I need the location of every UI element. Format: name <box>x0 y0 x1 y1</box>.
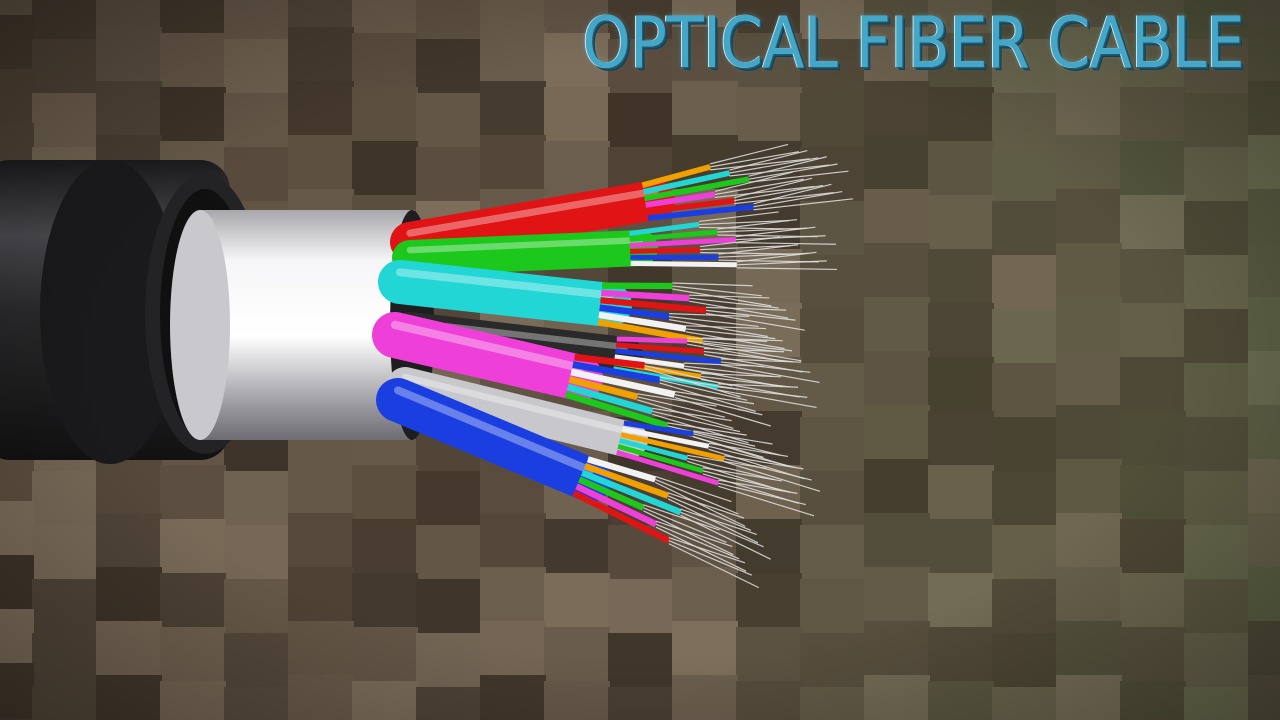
video-title: OPTICAL FIBER CABLE <box>582 2 1244 84</box>
